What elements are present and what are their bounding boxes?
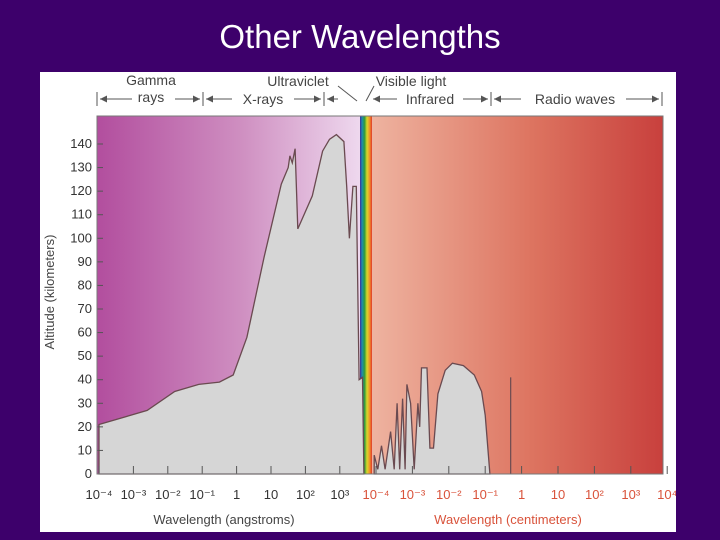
spectrum-figure: 0 10 20 30 40 50 60 70 80 90 100 110 120 130 140 10⁻⁴ 1… [40, 72, 676, 532]
x-tick-label-left: 1 [233, 487, 240, 502]
y-tick-label: 100 [70, 230, 92, 245]
x-axis-label-left: Wavelength (angstroms) [153, 512, 294, 527]
x-tick-label-right: 10⁻⁴ [363, 487, 390, 502]
plot-frame [96, 115, 664, 475]
band-arrowhead [481, 95, 488, 103]
band-arrowhead [314, 95, 321, 103]
y-axis: 0 10 20 30 40 50 60 70 80 90 100 110 120 130 140 [70, 136, 103, 481]
band-arrowhead [494, 95, 501, 103]
y-tick-label: 10 [78, 442, 92, 457]
x-axis: 10⁻⁴ 10⁻³ 10⁻² 10⁻¹ 1 10 10² 10³ 10⁻⁴ 10⁻³ 10⁻² 10⁻… [86, 466, 676, 502]
band-label: Visible light [376, 73, 447, 89]
visible-pointer [365, 85, 375, 102]
y-tick-label: 140 [70, 136, 92, 151]
y-tick-label: 30 [78, 395, 92, 410]
absorption-area-left [98, 133, 365, 475]
x-tick-label-right: 10⁴ [657, 487, 676, 502]
x-tick-label-right: 10 [551, 487, 565, 502]
absorption-area-right [373, 362, 491, 475]
x-tick-label-left: 10⁻⁴ [86, 487, 113, 502]
band-arrowhead [206, 95, 213, 103]
x-tick-label-left: 10⁻³ [121, 487, 147, 502]
y-tick-label: 80 [78, 277, 92, 292]
right-region-background [372, 116, 663, 474]
band-label: Radio waves [535, 91, 615, 107]
y-tick-label: 50 [78, 348, 92, 363]
band-label: Gamma [126, 72, 176, 88]
band-arrowhead [193, 95, 200, 103]
band-label: Ultraviclet [267, 73, 329, 89]
y-tick-label: 40 [78, 372, 92, 387]
y-tick-label: 0 [85, 466, 92, 481]
y-tick-label: 90 [78, 254, 92, 269]
band-arrowhead [327, 95, 334, 103]
uv-pointer [337, 85, 358, 102]
x-tick-label-left: 10 [264, 487, 278, 502]
y-tick-label: 120 [70, 183, 92, 198]
y-tick-label: 110 [71, 207, 92, 222]
x-tick-label-left: 10⁻² [155, 487, 181, 502]
y-tick-label: 70 [78, 301, 92, 316]
band-label: rays [138, 89, 164, 105]
x-tick-label-left: 10² [296, 487, 315, 502]
band-label: Infrared [406, 91, 454, 107]
x-tick-label-right: 10⁻² [436, 487, 462, 502]
x-tick-label-right: 1 [518, 487, 525, 502]
y-tick-label: 130 [70, 160, 92, 175]
band-arrowhead [373, 95, 380, 103]
y-tick-label: 60 [78, 325, 92, 340]
x-tick-label-right: 10⁻³ [400, 487, 426, 502]
band-arrowhead [100, 95, 107, 103]
x-tick-label-right: 10² [585, 487, 604, 502]
band-arrowhead [652, 95, 659, 103]
x-tick-label-left: 10³ [330, 487, 349, 502]
x-tick-label-right: 10³ [621, 487, 640, 502]
x-tick-label-right: 10⁻¹ [472, 487, 498, 502]
y-tick-label: 20 [78, 419, 92, 434]
x-axis-label-right: Wavelength (centimeters) [434, 512, 582, 527]
band-label: X-rays [243, 91, 283, 107]
y-axis-label: Altitude (kilometers) [42, 235, 57, 350]
slide-title: Other Wavelengths [219, 18, 501, 55]
x-tick-label-left: 10⁻¹ [189, 487, 215, 502]
